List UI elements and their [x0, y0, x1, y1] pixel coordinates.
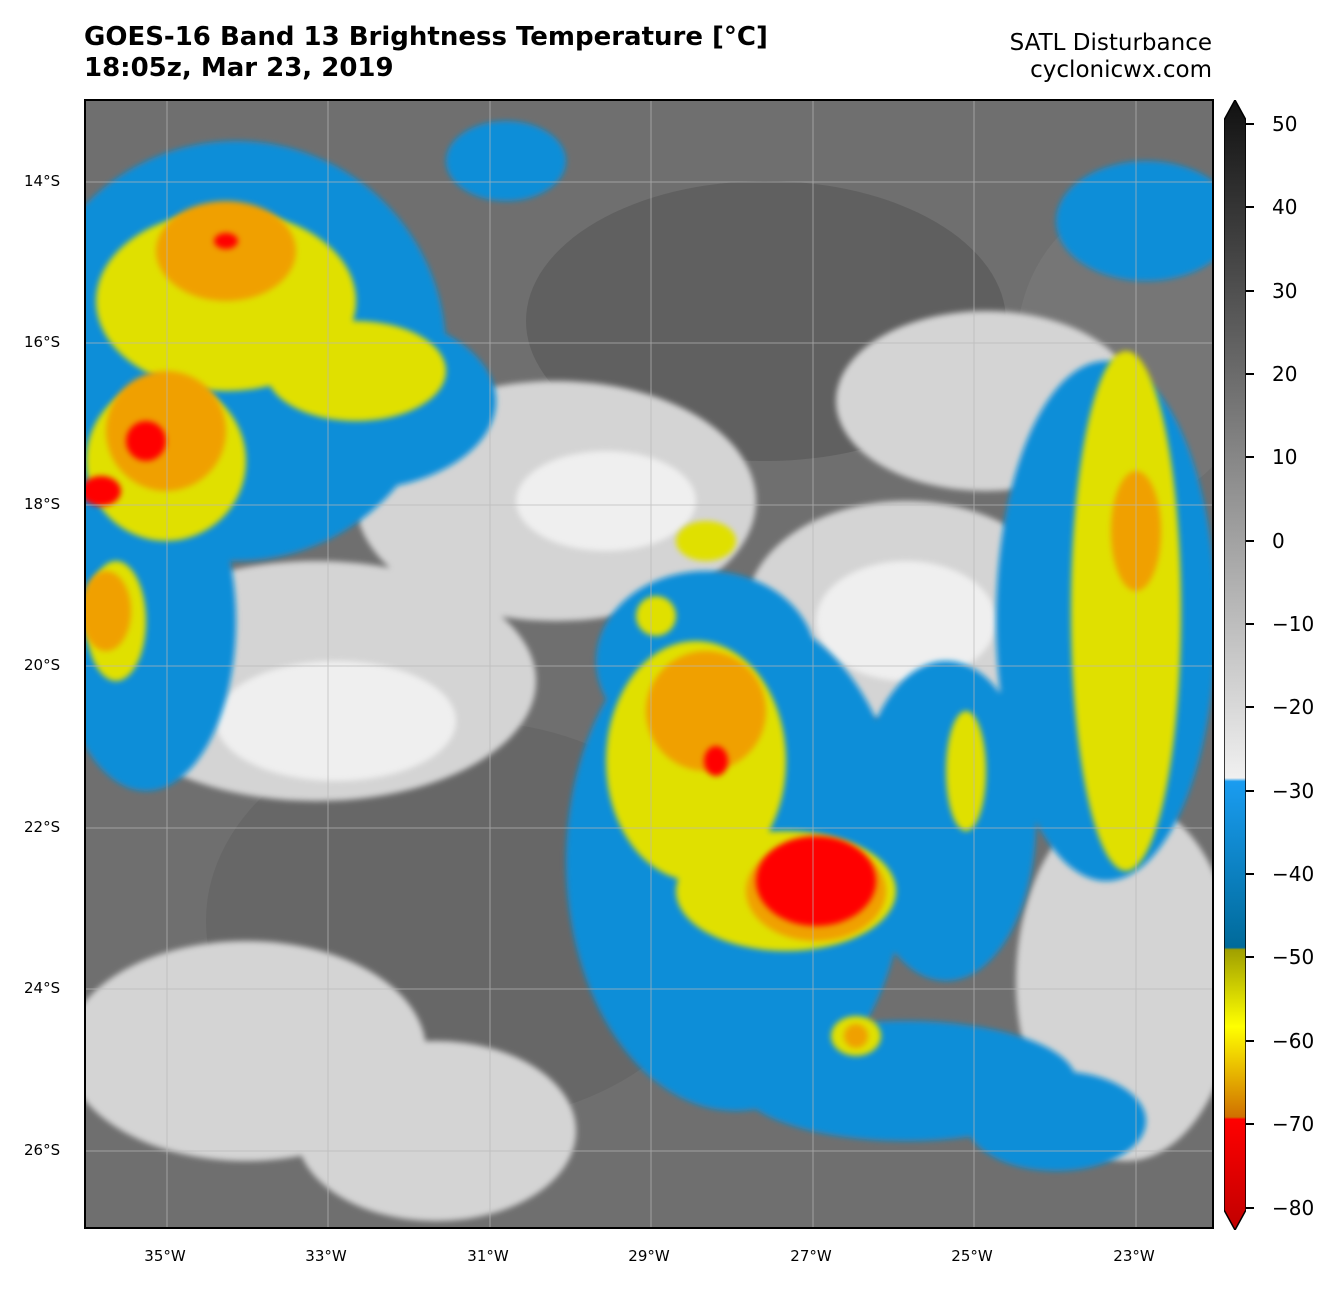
lon-label-35w: 35°W	[144, 1247, 186, 1265]
colorbar-tickmark	[1246, 290, 1254, 292]
colorbar-tick-20: 20	[1272, 362, 1298, 386]
colorbar-tickmark	[1246, 540, 1254, 542]
colorbar-tick-minus80: −80	[1272, 1196, 1315, 1220]
colorbar-tickmark	[1246, 123, 1254, 125]
colorbar-tick-50: 50	[1272, 112, 1298, 136]
lon-label-23w: 23°W	[1113, 1247, 1155, 1265]
colorbar-tickmark	[1246, 706, 1254, 708]
colorbar-tick-minus60: −60	[1272, 1029, 1315, 1053]
colorbar-tickmark	[1246, 456, 1254, 458]
credit-line-1: SATL Disturbance	[1009, 30, 1212, 56]
colorbar-tick-minus30: −30	[1272, 779, 1315, 803]
colorbar-tick-minus70: −70	[1272, 1112, 1315, 1136]
satellite-map	[84, 99, 1214, 1229]
colorbar-tick-minus50: −50	[1272, 945, 1315, 969]
lon-label-25w: 25°W	[951, 1247, 993, 1265]
satellite-imagery	[86, 101, 1212, 1227]
colorbar-tickmark	[1246, 873, 1254, 875]
credit-line-2: cyclonicwx.com	[1030, 57, 1212, 83]
lon-label-33w: 33°W	[305, 1247, 347, 1265]
colorbar-tickmark	[1246, 206, 1254, 208]
colorbar-tick-30: 30	[1272, 279, 1298, 303]
lon-label-27w: 27°W	[790, 1247, 832, 1265]
colorbar-tick-minus20: −20	[1272, 695, 1315, 719]
colorbar-tick-0: 0	[1272, 529, 1285, 553]
colorbar	[1224, 100, 1246, 1230]
colorbar-tick-minus10: −10	[1272, 612, 1315, 636]
colorbar-tick-10: 10	[1272, 445, 1298, 469]
lon-label-31w: 31°W	[467, 1247, 509, 1265]
lon-label-29w: 29°W	[628, 1247, 670, 1265]
lat-label-16s: 16°S	[24, 333, 61, 351]
title-line-2: 18:05z, Mar 23, 2019	[84, 53, 394, 83]
colorbar-tickmark	[1246, 956, 1254, 958]
colorbar-tickmark	[1246, 373, 1254, 375]
colorbar-tick-40: 40	[1272, 195, 1298, 219]
lat-label-14s: 14°S	[24, 172, 61, 190]
lat-label-22s: 22°S	[24, 818, 61, 836]
colorbar-tickmark	[1246, 1123, 1254, 1125]
lat-label-24s: 24°S	[24, 979, 61, 997]
colorbar-tickmark	[1246, 790, 1254, 792]
lat-label-20s: 20°S	[24, 656, 61, 674]
lat-label-18s: 18°S	[24, 495, 61, 513]
colorbar-tickmark	[1246, 1207, 1254, 1209]
colorbar-tickmark	[1246, 1040, 1254, 1042]
colorbar-tick-minus40: −40	[1272, 862, 1315, 886]
lat-label-26s: 26°S	[24, 1141, 61, 1159]
title-line-1: GOES-16 Band 13 Brightness Temperature […	[84, 22, 768, 52]
colorbar-tickmark	[1246, 623, 1254, 625]
chart-title: GOES-16 Band 13 Brightness Temperature […	[84, 22, 768, 84]
credit-block: SATL Disturbance cyclonicwx.com	[1010, 30, 1212, 84]
